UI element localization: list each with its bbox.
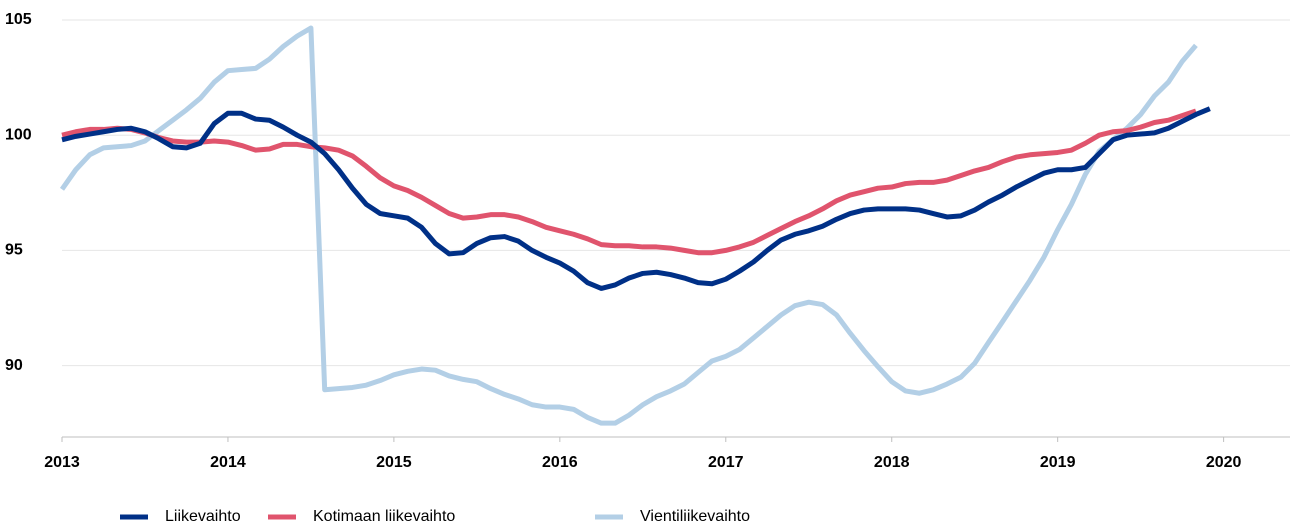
legend-label: Vientiliikevaihto (640, 508, 750, 525)
legend-label: Kotimaan liikevaihto (313, 508, 455, 525)
x-tick-label: 2013 (44, 454, 80, 471)
x-tick-label: 2020 (1206, 454, 1242, 471)
line-series (61, 108, 1197, 256)
y-tick-label: 100 (5, 126, 32, 143)
legend-label: Liikevaihto (165, 508, 241, 525)
x-tick-label: 2017 (708, 454, 744, 471)
line-series (61, 106, 1211, 291)
x-tick-label: 2018 (874, 454, 910, 471)
y-tick-label: 90 (5, 357, 23, 374)
line-series (59, 25, 1198, 426)
x-tick-label: 2014 (210, 454, 246, 471)
x-tick-label: 2016 (542, 454, 578, 471)
x-tick-label: 2019 (1040, 454, 1076, 471)
x-tick-label: 2015 (376, 454, 412, 471)
y-tick-label: 105 (5, 11, 32, 28)
y-tick-label: 95 (5, 242, 23, 259)
